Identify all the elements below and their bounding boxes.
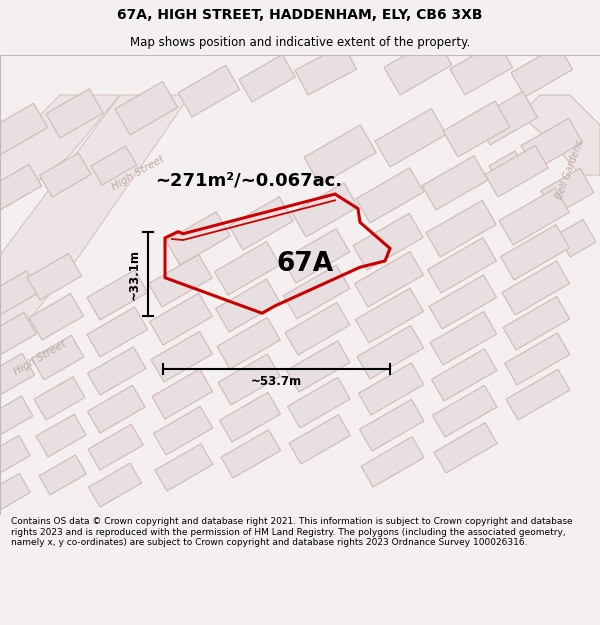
Polygon shape — [427, 238, 496, 293]
Polygon shape — [541, 168, 594, 215]
Text: ~33.1m: ~33.1m — [128, 249, 140, 299]
Text: 67A: 67A — [277, 251, 334, 277]
Polygon shape — [287, 378, 350, 428]
Polygon shape — [221, 430, 281, 478]
Polygon shape — [506, 369, 570, 420]
Polygon shape — [434, 422, 497, 473]
Polygon shape — [88, 347, 146, 395]
Polygon shape — [357, 326, 424, 379]
Polygon shape — [422, 156, 488, 210]
Text: Contains OS data © Crown copyright and database right 2021. This information is : Contains OS data © Crown copyright and d… — [11, 518, 572, 547]
Polygon shape — [0, 271, 39, 315]
Text: ~53.7m: ~53.7m — [251, 375, 302, 388]
Polygon shape — [88, 424, 143, 470]
Polygon shape — [353, 213, 423, 270]
Polygon shape — [87, 307, 148, 357]
Text: High Street: High Street — [12, 339, 68, 377]
Polygon shape — [287, 341, 350, 392]
Polygon shape — [284, 265, 350, 319]
Polygon shape — [178, 65, 239, 117]
Polygon shape — [166, 212, 230, 265]
Polygon shape — [505, 333, 570, 385]
Polygon shape — [218, 354, 280, 405]
Polygon shape — [0, 95, 190, 345]
Polygon shape — [40, 153, 91, 197]
Polygon shape — [499, 188, 569, 245]
Polygon shape — [34, 377, 85, 420]
Polygon shape — [239, 54, 295, 102]
Polygon shape — [359, 363, 424, 415]
Polygon shape — [29, 294, 83, 340]
Polygon shape — [0, 474, 31, 510]
Polygon shape — [0, 353, 35, 395]
Polygon shape — [503, 296, 569, 350]
Polygon shape — [0, 312, 37, 355]
Polygon shape — [426, 200, 496, 257]
Polygon shape — [511, 45, 572, 97]
Polygon shape — [475, 91, 538, 145]
Polygon shape — [283, 229, 350, 283]
Polygon shape — [520, 95, 600, 175]
Polygon shape — [149, 293, 212, 345]
Polygon shape — [500, 224, 569, 280]
Text: ~271m²/~0.067ac.: ~271m²/~0.067ac. — [155, 171, 342, 189]
Polygon shape — [384, 38, 452, 95]
Polygon shape — [27, 254, 82, 300]
Polygon shape — [0, 103, 47, 155]
Polygon shape — [39, 455, 86, 495]
Polygon shape — [32, 336, 84, 380]
Polygon shape — [0, 164, 41, 210]
Polygon shape — [215, 242, 280, 295]
Polygon shape — [355, 288, 424, 343]
Polygon shape — [89, 463, 142, 507]
Polygon shape — [154, 406, 213, 455]
Polygon shape — [87, 270, 148, 320]
Polygon shape — [115, 81, 178, 135]
Polygon shape — [485, 146, 548, 197]
Polygon shape — [304, 125, 376, 185]
Polygon shape — [88, 386, 145, 433]
Polygon shape — [557, 219, 596, 257]
Polygon shape — [46, 89, 103, 138]
Polygon shape — [289, 415, 350, 464]
Polygon shape — [0, 95, 120, 205]
Polygon shape — [149, 254, 212, 307]
Polygon shape — [292, 182, 358, 237]
Polygon shape — [215, 279, 280, 332]
Text: Map shows position and indicative extent of the property.: Map shows position and indicative extent… — [130, 36, 470, 49]
Polygon shape — [36, 414, 86, 457]
Polygon shape — [430, 311, 497, 365]
Polygon shape — [220, 392, 280, 442]
Polygon shape — [285, 302, 350, 355]
Polygon shape — [217, 318, 280, 369]
Polygon shape — [429, 275, 497, 329]
Polygon shape — [359, 399, 424, 451]
Text: Bell Gardens: Bell Gardens — [554, 139, 586, 201]
Polygon shape — [433, 386, 497, 437]
Polygon shape — [361, 437, 424, 487]
Polygon shape — [502, 261, 569, 315]
Text: 67A, HIGH STREET, HADDENHAM, ELY, CB6 3XB: 67A, HIGH STREET, HADDENHAM, ELY, CB6 3X… — [117, 8, 483, 22]
Polygon shape — [151, 331, 212, 382]
Polygon shape — [489, 151, 526, 185]
Polygon shape — [155, 444, 213, 491]
Polygon shape — [355, 252, 424, 307]
Polygon shape — [295, 44, 356, 95]
Polygon shape — [0, 396, 33, 435]
Polygon shape — [375, 109, 446, 167]
Text: High Street: High Street — [110, 154, 166, 192]
Polygon shape — [431, 349, 497, 401]
Polygon shape — [91, 146, 137, 185]
Polygon shape — [443, 101, 510, 157]
Polygon shape — [0, 436, 31, 473]
Polygon shape — [229, 197, 293, 250]
Polygon shape — [152, 369, 212, 419]
Polygon shape — [521, 118, 583, 170]
Polygon shape — [450, 41, 512, 95]
Polygon shape — [356, 168, 424, 223]
